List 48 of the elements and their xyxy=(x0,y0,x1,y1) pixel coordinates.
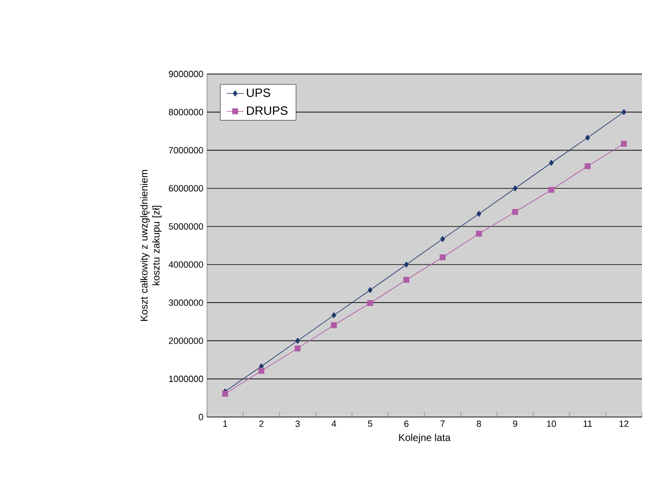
x-tick-label: 10 xyxy=(547,420,556,427)
point xyxy=(258,368,264,374)
point xyxy=(295,338,300,344)
point xyxy=(294,345,301,352)
x-tick-label: 2 xyxy=(259,420,264,427)
point xyxy=(403,276,410,283)
point xyxy=(512,209,518,215)
y-tick-label: 9000000 xyxy=(168,70,204,78)
y-tick-label: 3000000 xyxy=(168,299,204,306)
y-axis-title: Koszt całkowity z uwzględnieniem kosztu zakupu [zł] xyxy=(140,170,162,321)
point xyxy=(512,185,518,192)
point xyxy=(440,236,445,242)
point xyxy=(367,300,374,306)
point xyxy=(584,163,591,170)
point xyxy=(330,322,337,328)
point xyxy=(332,312,336,318)
x-tick-label: 1 xyxy=(223,420,228,427)
y-tick-label: 5000000 xyxy=(168,223,204,230)
x-tick-label: 6 xyxy=(404,420,408,427)
point xyxy=(548,186,554,193)
y-tick-label: 0 xyxy=(198,414,204,420)
point xyxy=(476,210,482,217)
x-tick-label: 9 xyxy=(513,420,518,427)
x-tick-label: 7 xyxy=(440,420,445,427)
x-tick-label: 11 xyxy=(584,420,592,427)
point xyxy=(549,160,554,166)
y-tick-label: 8000000 xyxy=(168,108,204,116)
point xyxy=(585,134,590,141)
point xyxy=(476,230,482,237)
x-tick-label: 4 xyxy=(332,420,336,427)
point xyxy=(622,109,626,116)
legend-label: DRUPS xyxy=(247,106,288,115)
x-tick-label: 3 xyxy=(295,420,300,427)
point xyxy=(404,262,409,268)
point xyxy=(440,254,446,260)
y-tick-label: 2000000 xyxy=(168,338,204,344)
x-tick-label: 12 xyxy=(620,420,628,427)
y-tick-label: 7000000 xyxy=(168,147,204,154)
y-tick-label: 4000000 xyxy=(168,261,204,268)
x-tick-label: 8 xyxy=(476,420,481,427)
x-axis-title: Kolejne lata xyxy=(399,434,451,444)
y-tick-label: 1000000 xyxy=(169,376,204,382)
point xyxy=(222,390,228,397)
point xyxy=(368,287,372,294)
y-tick-label: 6000000 xyxy=(168,185,204,192)
point xyxy=(620,140,627,147)
legend-label: UPS xyxy=(246,88,270,97)
x-tick-label: 5 xyxy=(368,420,372,427)
